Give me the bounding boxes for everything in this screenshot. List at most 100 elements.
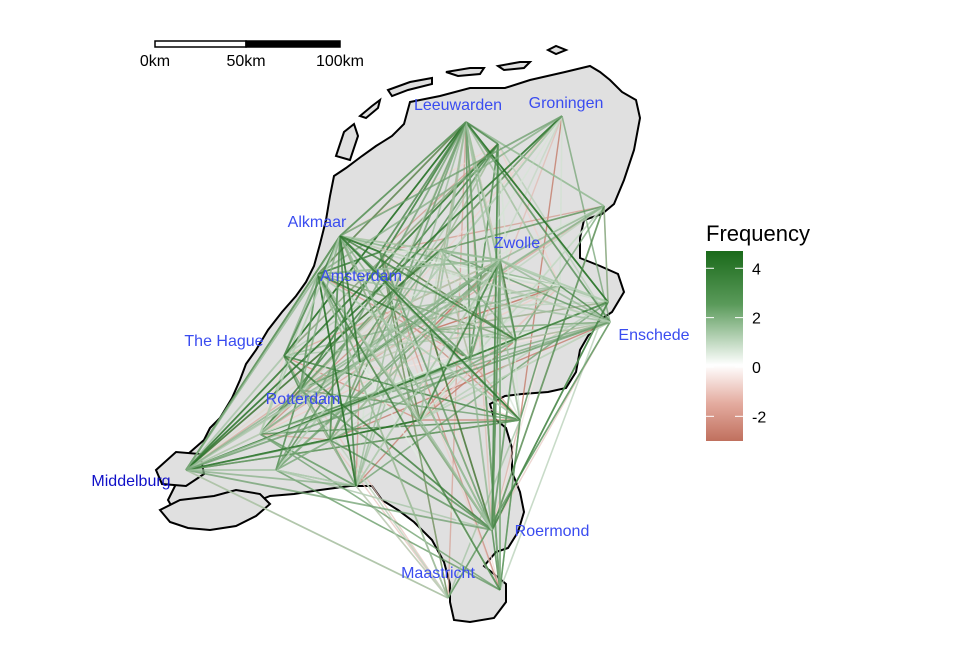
flow-line bbox=[491, 143, 499, 531]
flow-line bbox=[339, 235, 501, 261]
flow-line bbox=[339, 235, 611, 323]
flow-line bbox=[299, 235, 341, 391]
zeeuws-vlaanderen bbox=[158, 488, 272, 532]
flow-line bbox=[491, 339, 517, 531]
flow-line bbox=[339, 235, 493, 531]
flow-line bbox=[355, 361, 361, 487]
flow-line bbox=[439, 205, 605, 251]
flow-line bbox=[339, 235, 357, 487]
island-terschelling bbox=[386, 76, 433, 98]
flow-line bbox=[465, 121, 499, 145]
legend-tick-label: 4 bbox=[752, 261, 761, 278]
city-label-maastricht: Maastricht bbox=[401, 565, 475, 582]
flow-line bbox=[259, 433, 501, 591]
city-label-zwolle: Zwolle bbox=[494, 235, 540, 252]
flow-line bbox=[339, 235, 517, 341]
flow-line bbox=[469, 359, 493, 531]
flow-line bbox=[185, 469, 357, 487]
flow-line bbox=[275, 339, 517, 471]
island-rottumeroog bbox=[545, 44, 569, 56]
flow-line bbox=[185, 419, 421, 471]
flow-line bbox=[355, 259, 501, 487]
legend-tick-label: 2 bbox=[752, 311, 761, 328]
flow-line bbox=[355, 301, 609, 487]
flow-line bbox=[317, 273, 421, 421]
flow-lines-layer bbox=[185, 115, 611, 599]
flow-line bbox=[419, 321, 611, 421]
flow-line bbox=[275, 469, 493, 531]
legend-tick-label: 0 bbox=[752, 360, 761, 377]
flow-line bbox=[499, 419, 521, 591]
flow-line bbox=[447, 321, 611, 599]
flow-line bbox=[393, 309, 501, 591]
flow-line bbox=[393, 259, 501, 311]
scale-label-50: 50km bbox=[226, 53, 265, 70]
flow-line bbox=[339, 143, 499, 237]
flow-line bbox=[185, 469, 449, 599]
flow-line bbox=[259, 259, 501, 435]
flow-line bbox=[317, 273, 611, 323]
city-label-the-hague: The Hague bbox=[184, 333, 263, 350]
flow-line bbox=[185, 361, 361, 471]
flow-line bbox=[185, 469, 493, 531]
flow-line bbox=[283, 143, 499, 357]
flow-line bbox=[329, 439, 493, 531]
city-label-groningen: Groningen bbox=[529, 95, 604, 112]
flow-line bbox=[499, 259, 609, 303]
flow-line bbox=[499, 301, 609, 591]
flow-line bbox=[339, 235, 381, 253]
flow-line bbox=[317, 273, 501, 591]
flow-line bbox=[185, 355, 285, 471]
city-label-rotterdam: Rotterdam bbox=[266, 391, 341, 408]
flow-line bbox=[185, 115, 563, 471]
city-label-middelburg: Middelburg bbox=[91, 473, 170, 490]
flow-line bbox=[317, 273, 517, 341]
flow-line bbox=[355, 309, 395, 487]
flow-line bbox=[259, 273, 319, 435]
flow-line bbox=[499, 205, 605, 261]
legend-tick-label: -2 bbox=[752, 409, 766, 426]
flow-line bbox=[465, 121, 517, 341]
city-label-amsterdam: Amsterdam bbox=[320, 268, 402, 285]
flow-line bbox=[317, 273, 361, 363]
flow-line bbox=[491, 301, 609, 531]
island-ameland bbox=[445, 67, 486, 78]
flow-line bbox=[515, 205, 605, 341]
flow-line bbox=[299, 389, 449, 599]
flow-line bbox=[429, 205, 605, 331]
flow-line bbox=[339, 235, 421, 421]
flow-line bbox=[379, 121, 467, 253]
flow-line bbox=[439, 249, 471, 361]
city-label-alkmaar: Alkmaar bbox=[288, 214, 347, 231]
flow-line bbox=[275, 469, 357, 487]
legend-colorbar bbox=[706, 251, 743, 441]
flow-line bbox=[359, 361, 501, 591]
flow-line bbox=[465, 121, 561, 287]
flow-line bbox=[329, 309, 395, 441]
scale-bar: 0km 50km 100km bbox=[140, 40, 364, 70]
legend-ticks: 4 2 0 -2 bbox=[706, 261, 766, 426]
flow-line bbox=[317, 273, 521, 421]
flow-line bbox=[339, 235, 521, 421]
flow-line bbox=[439, 249, 521, 421]
island-schiermonnikoog bbox=[495, 61, 533, 72]
scale-label-100: 100km bbox=[316, 53, 364, 70]
flow-line bbox=[275, 115, 563, 471]
flow-line bbox=[185, 235, 341, 471]
flow-line bbox=[339, 121, 467, 237]
flow-line bbox=[429, 321, 611, 331]
flow-line bbox=[603, 205, 609, 303]
flow-line bbox=[283, 355, 521, 421]
flow-line bbox=[359, 143, 499, 363]
flow-line bbox=[339, 235, 471, 361]
flow-line bbox=[339, 115, 563, 237]
flow-line bbox=[393, 121, 467, 311]
flow-line bbox=[515, 321, 611, 341]
flow-line bbox=[259, 433, 357, 487]
city-labels-layer: Leeuwarden Groningen Alkmaar Zwolle Amsterda… bbox=[91, 95, 689, 582]
frequency-legend: Frequency 4 2 0 -2 bbox=[706, 221, 810, 441]
flow-line bbox=[185, 321, 611, 471]
island-texel bbox=[334, 122, 360, 162]
flow-line bbox=[355, 485, 449, 599]
